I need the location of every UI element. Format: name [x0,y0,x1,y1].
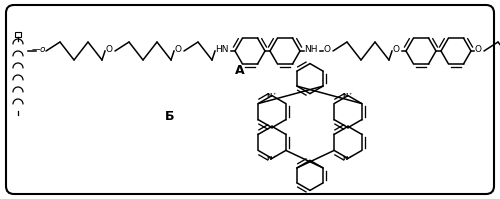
Text: O: O [174,46,182,55]
Text: HN: HN [215,46,229,55]
Text: A: A [235,64,245,77]
Text: N$^+$: N$^+$ [266,154,278,163]
Text: O: O [392,46,400,55]
Text: O: O [106,46,112,55]
Text: N$^+$: N$^+$ [342,154,353,163]
Text: Б: Б [165,110,175,124]
Text: O: O [324,46,330,55]
Text: N$^+$: N$^+$ [342,91,353,100]
Text: —o: —o [32,46,46,55]
Text: O: O [474,46,482,55]
Bar [15,32,21,37]
Text: N$^+$: N$^+$ [266,91,278,100]
Text: NH: NH [304,46,318,55]
FancyBboxPatch shape [6,5,494,194]
